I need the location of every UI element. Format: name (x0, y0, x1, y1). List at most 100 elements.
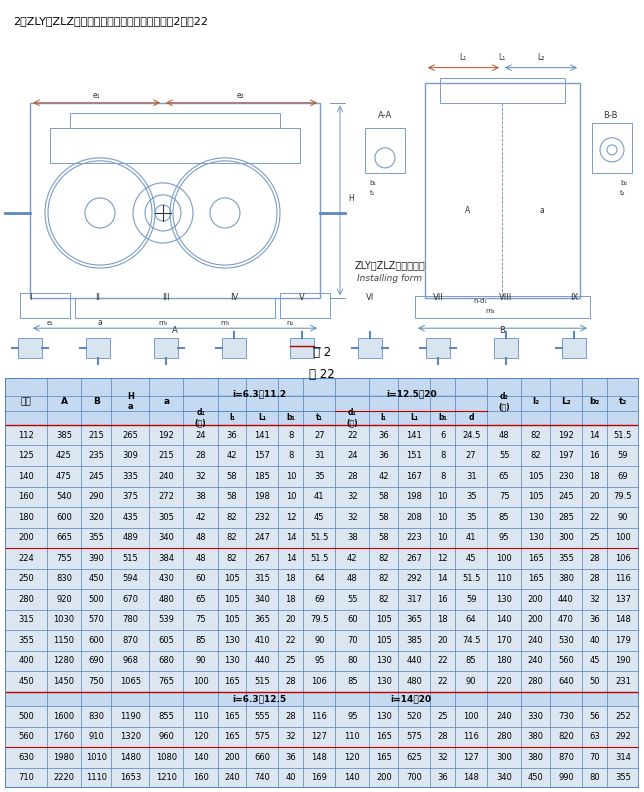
Text: 2220: 2220 (53, 773, 75, 782)
Text: 960: 960 (158, 733, 175, 741)
Text: 48: 48 (195, 554, 206, 563)
Text: ZLY，ZLZ型装配形式: ZLY，ZLZ型装配形式 (355, 260, 426, 270)
Text: 38: 38 (347, 533, 357, 543)
Text: 240: 240 (528, 636, 544, 645)
Bar (5, 548, 639, 569)
Text: 247: 247 (254, 533, 270, 543)
Text: 120: 120 (193, 733, 209, 741)
Text: 240: 240 (158, 472, 175, 481)
Text: 137: 137 (615, 595, 631, 604)
Text: 图 2: 图 2 (313, 346, 331, 359)
Text: 220: 220 (497, 677, 512, 686)
Text: 110: 110 (345, 733, 360, 741)
Text: d: d (468, 413, 474, 422)
Text: 600: 600 (88, 636, 104, 645)
Text: 10: 10 (286, 493, 296, 501)
Text: 74.5: 74.5 (462, 636, 480, 645)
Bar (5, 726, 639, 747)
Text: 605: 605 (158, 636, 175, 645)
Text: 340: 340 (254, 595, 270, 604)
Text: 36: 36 (285, 752, 296, 762)
Text: 625: 625 (406, 752, 422, 762)
Text: 560: 560 (558, 657, 574, 665)
Bar (5, 569, 639, 589)
Bar (5, 706, 639, 726)
Text: 870: 870 (558, 752, 574, 762)
Bar (5, 486, 639, 507)
Text: 309: 309 (122, 451, 138, 460)
Text: 141: 141 (406, 431, 422, 440)
Bar (5, 378, 639, 396)
Text: 130: 130 (497, 595, 512, 604)
Text: 24: 24 (347, 451, 357, 460)
Text: 165: 165 (224, 677, 240, 686)
Text: 120: 120 (345, 752, 360, 762)
Text: 440: 440 (406, 657, 422, 665)
Text: 45: 45 (589, 657, 600, 665)
Text: 20: 20 (589, 493, 600, 501)
Text: 165: 165 (527, 574, 544, 584)
Text: IX: IX (570, 293, 578, 302)
Text: 780: 780 (122, 615, 138, 624)
Text: 224: 224 (18, 554, 34, 563)
Text: 475: 475 (56, 472, 72, 481)
Text: 500: 500 (88, 595, 104, 604)
Text: 1760: 1760 (53, 733, 75, 741)
Text: m₁: m₁ (220, 320, 230, 326)
Text: 380: 380 (527, 752, 544, 762)
Text: 470: 470 (558, 615, 574, 624)
Text: 64: 64 (314, 574, 325, 584)
Text: 235: 235 (88, 451, 104, 460)
Text: 28: 28 (589, 574, 600, 584)
Text: 65: 65 (195, 595, 206, 604)
Text: 290: 290 (88, 493, 104, 501)
Text: 69: 69 (314, 595, 325, 604)
Text: 700: 700 (406, 773, 422, 782)
Text: 45: 45 (314, 512, 325, 522)
Text: 1080: 1080 (156, 752, 177, 762)
Text: 58: 58 (227, 472, 238, 481)
Bar (70, 112, 280, 128)
Bar (5, 396, 639, 410)
Text: 28: 28 (195, 451, 206, 460)
Text: l₁: l₁ (229, 413, 235, 422)
Text: 200: 200 (224, 752, 240, 762)
Text: 100: 100 (193, 677, 209, 686)
Text: 82: 82 (379, 554, 389, 563)
Text: 240: 240 (497, 712, 512, 721)
Text: 390: 390 (88, 554, 104, 563)
Text: 148: 148 (615, 615, 631, 624)
Text: 594: 594 (122, 574, 138, 584)
Text: 105: 105 (528, 493, 544, 501)
Text: 36: 36 (379, 431, 389, 440)
Text: 100: 100 (615, 533, 630, 543)
Text: L₂: L₂ (537, 52, 545, 62)
Text: 292: 292 (406, 574, 422, 584)
Bar (440, 78, 565, 103)
Text: 1320: 1320 (120, 733, 141, 741)
Text: 45: 45 (466, 554, 477, 563)
Text: 82: 82 (530, 431, 541, 440)
Text: 82: 82 (379, 595, 389, 604)
Text: 300: 300 (558, 533, 574, 543)
Text: 规格: 规格 (21, 397, 32, 406)
Text: 27: 27 (314, 431, 325, 440)
Text: 151: 151 (406, 451, 422, 460)
Text: A-A: A-A (378, 111, 392, 120)
Text: 85: 85 (195, 636, 206, 645)
Text: i=12.5～20: i=12.5～20 (386, 390, 437, 398)
Text: 539: 539 (158, 615, 175, 624)
Text: 58: 58 (227, 493, 238, 501)
Text: 58: 58 (379, 512, 389, 522)
Text: 105: 105 (224, 595, 240, 604)
Text: 530: 530 (558, 636, 574, 645)
Text: i=14～20: i=14～20 (391, 695, 431, 703)
Text: 105: 105 (528, 472, 544, 481)
Text: 910: 910 (88, 733, 104, 741)
Text: 27: 27 (466, 451, 477, 460)
Text: 990: 990 (558, 773, 574, 782)
Text: 50: 50 (589, 677, 600, 686)
Text: 170: 170 (497, 636, 512, 645)
Text: b₂: b₂ (620, 180, 627, 186)
Text: A: A (172, 326, 178, 335)
